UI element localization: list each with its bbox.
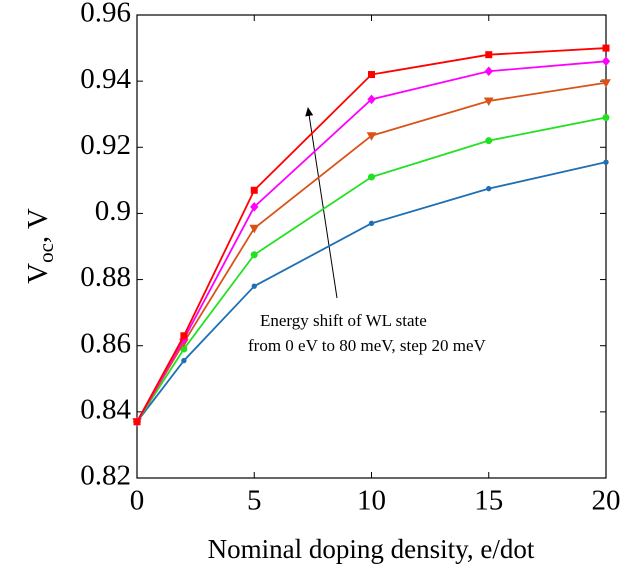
x-tick-label: 15 <box>474 485 503 517</box>
series-line <box>136 81 607 423</box>
point <box>602 44 610 52</box>
point <box>485 137 493 145</box>
point <box>486 185 492 192</box>
y-tick-label: 0.82 <box>80 460 131 492</box>
x-tick-label: 20 <box>592 485 621 517</box>
y-tick-label: 0.84 <box>80 394 131 426</box>
point <box>603 159 609 165</box>
point <box>602 114 610 122</box>
point <box>250 251 258 259</box>
point <box>484 66 493 76</box>
series-line <box>136 116 607 423</box>
y-axis-label-part: , V <box>22 208 54 243</box>
point <box>251 283 257 289</box>
point <box>368 71 375 79</box>
series-line <box>136 60 607 423</box>
point <box>367 94 376 105</box>
y-tick-label: 0.9 <box>95 195 131 227</box>
y-tick-label: 0.86 <box>80 327 131 359</box>
point <box>601 79 611 88</box>
point <box>485 51 493 59</box>
annotation-arrow <box>305 107 338 299</box>
y-tick-label: 0.96 <box>80 0 131 29</box>
y-axis-label-part: V <box>22 263 54 284</box>
point <box>368 173 375 181</box>
point <box>366 132 377 141</box>
y-tick-label: 0.92 <box>80 129 131 161</box>
plot-frame <box>136 14 607 479</box>
series-line <box>136 47 607 423</box>
point <box>180 332 188 340</box>
y-tick-label: 0.88 <box>80 261 131 293</box>
point <box>368 220 375 227</box>
point <box>181 357 187 364</box>
point <box>250 202 259 212</box>
y-axis-label: Voc, V <box>22 208 58 284</box>
x-tick-label: 5 <box>247 485 262 517</box>
y-tick-label: 0.94 <box>80 63 131 95</box>
point <box>250 186 258 194</box>
x-tick-label: 10 <box>357 485 386 517</box>
y-axis-label-part: oc <box>34 243 58 263</box>
point <box>249 224 260 234</box>
x-tick-label: 0 <box>130 485 145 517</box>
point <box>133 418 141 426</box>
x-axis-label: Nominal doping density, e/dot <box>208 534 535 564</box>
annotation-text: from 0 eV to 80 meV, step 20 meV <box>248 336 487 355</box>
point <box>483 97 494 106</box>
point <box>601 56 611 67</box>
series-line <box>136 161 607 423</box>
annotation-text: Energy shift of WL state <box>260 311 427 330</box>
